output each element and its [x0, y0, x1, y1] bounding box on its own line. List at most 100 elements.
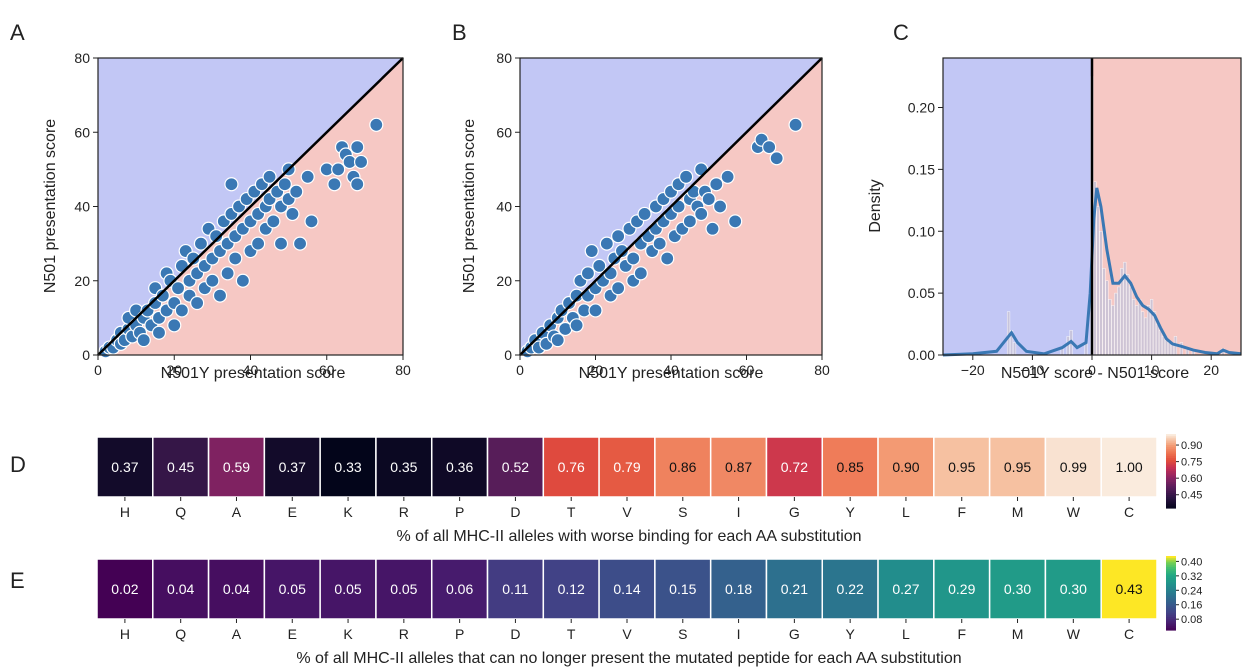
data-point [728, 214, 743, 229]
colorbar-segment [1166, 581, 1176, 585]
data-point [769, 151, 784, 166]
data-point [186, 251, 201, 266]
colorbar-segment [1166, 583, 1176, 587]
category-label: M [1012, 626, 1024, 642]
data-point [228, 251, 243, 266]
histogram-bar [1170, 344, 1175, 356]
ylabel-c: Density [867, 179, 884, 232]
data-point [292, 236, 308, 251]
histogram-bar [1012, 342, 1017, 356]
heatmap-cell [430, 436, 489, 498]
histogram-bar [1111, 305, 1115, 356]
cell-value: 0.72 [781, 459, 808, 475]
colorbar-segment [1166, 482, 1176, 485]
category-label: G [789, 504, 800, 520]
category-label: I [737, 626, 741, 642]
colorbar-tick-label: 0.40 [1181, 556, 1202, 568]
colorbar-segment [1166, 465, 1176, 468]
heatmap-cell [598, 558, 656, 620]
cell-value: 0.06 [446, 581, 473, 597]
data-point [174, 303, 189, 318]
category-label: Q [175, 504, 186, 520]
category-label: I [737, 504, 741, 520]
density-chart-c: −20 −10 0 10 20 0.00 0.05 0.10 0.15 0.20 [908, 57, 1242, 378]
x-tick-label: 80 [814, 362, 830, 378]
colorbar-segment [1166, 617, 1176, 620]
x-tick-label: 60 [319, 362, 335, 378]
category-label: M [1012, 504, 1024, 520]
histogram-bar [1117, 286, 1121, 356]
colorbar-segment [1166, 456, 1176, 459]
colorbar-segment [1166, 496, 1176, 500]
category-label: P [455, 626, 464, 642]
y-tick-label: 40 [496, 199, 512, 215]
data-point [550, 333, 565, 348]
colorbar-segment [1166, 587, 1176, 590]
data-point [277, 177, 292, 192]
colorbar-segment [1166, 485, 1176, 489]
y-tick-label: 0.10 [908, 223, 935, 239]
category-label: T [567, 626, 576, 642]
category-label: P [455, 504, 464, 520]
x-tick-label: 80 [395, 362, 411, 378]
colorbar-segment [1166, 565, 1176, 568]
cell-value: 0.04 [223, 581, 250, 597]
colorbar-segment [1166, 604, 1176, 607]
histogram-bar [1150, 299, 1154, 356]
histogram-bar [1126, 274, 1130, 356]
x-tick-label: −10 [1021, 362, 1045, 378]
cell-value: 0.30 [1004, 581, 1031, 597]
heatmap-e: 0.02 H 0.04 Q 0.04 A 0.05 E 0.05 K 0.05 R 0.06 P 0.11 D… [96, 556, 1202, 642]
y-tick-label: 80 [496, 50, 512, 66]
xlabel-a: N501Y presentation score [161, 365, 346, 382]
colorbar-segment [1166, 434, 1176, 437]
y-tick-label: 0 [82, 347, 90, 363]
colorbar-segment [1166, 613, 1176, 616]
histogram-bar [1108, 299, 1112, 356]
cell-value: 0.02 [111, 581, 138, 597]
data-point [289, 184, 304, 199]
scatter-chart-a: 0 20 40 60 80 0 20 40 60 80 [74, 50, 411, 378]
category-label: S [678, 626, 687, 642]
data-point [712, 199, 728, 214]
colorbar-segment [1166, 459, 1176, 463]
histogram-bar [1129, 286, 1133, 356]
histogram-bar [1164, 339, 1169, 356]
colorbar-segment [1166, 572, 1176, 576]
y-tick-label: 0.15 [908, 161, 935, 177]
colorbar-segment [1166, 506, 1176, 509]
cell-value: 0.15 [669, 581, 696, 597]
histogram-bar [1179, 342, 1183, 356]
cell-value: 0.21 [781, 581, 808, 597]
category-label: A [232, 626, 242, 642]
colorbar-segment [1166, 458, 1176, 461]
heatmap-cell [933, 436, 991, 498]
cell-value: 0.04 [167, 581, 194, 597]
data-point [235, 273, 250, 288]
category-label: D [510, 626, 520, 642]
heatmap-cell [877, 436, 935, 498]
ylabel-b: N501 presentation score [461, 119, 478, 293]
category-label: W [1067, 626, 1081, 642]
heatmap-cell [486, 558, 545, 620]
colorbar-segment [1166, 611, 1176, 614]
data-point [212, 288, 228, 303]
data-point [694, 206, 709, 222]
category-label: V [622, 504, 632, 520]
xlabel-e: % of all MHC-II alleles that can no long… [296, 650, 961, 667]
colorbar-tick-label: 0.75 [1181, 457, 1202, 469]
cell-value: 0.59 [223, 459, 250, 475]
colorbar-segment [1166, 445, 1176, 448]
histogram-bar [1114, 292, 1118, 356]
data-point [193, 236, 209, 251]
colorbar-segment [1166, 463, 1176, 467]
category-label: A [232, 504, 242, 520]
data-point [350, 140, 365, 155]
colorbar-segment [1166, 593, 1176, 596]
category-label: C [1124, 504, 1134, 520]
heatmap-cell [1044, 558, 1102, 620]
colorbar-segment [1166, 626, 1176, 629]
data-point [788, 117, 803, 132]
colorbar-segment [1166, 620, 1176, 624]
y-tick-label: 80 [74, 50, 90, 66]
